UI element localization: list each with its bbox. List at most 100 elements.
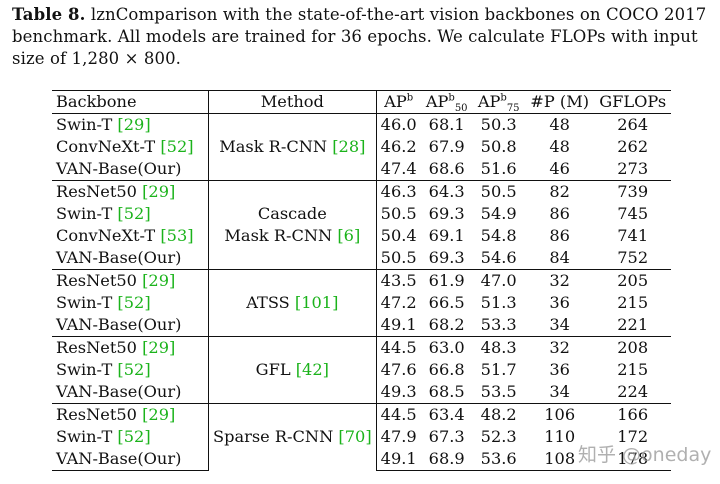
header-ap75: APb75: [472, 90, 525, 114]
citation-link[interactable]: [52]: [117, 293, 151, 312]
cell-gflops: 752: [617, 248, 649, 267]
citation-link[interactable]: [101]: [294, 293, 339, 312]
cell-backbone: Swin-T [52]: [52, 292, 209, 314]
header-ap: APb: [376, 90, 421, 114]
method-name: GFL: [255, 360, 291, 379]
cell-ap75: 48.3: [472, 336, 525, 359]
backbone-name: VAN-Base(Our): [56, 382, 182, 401]
citation-link[interactable]: [70]: [338, 427, 372, 447]
citation-link[interactable]: [52]: [117, 204, 151, 223]
citation-link[interactable]: [29]: [142, 405, 176, 424]
table-row: ConvNeXt-T [52] 46.2 67.9 50.8 48 262: [52, 136, 671, 158]
cell-ap75: 54.6: [480, 248, 517, 267]
citation-link[interactable]: [42]: [295, 360, 329, 379]
cell-ap: 47.2: [380, 293, 417, 312]
table-row: VAN-Base(Our) 49.3 68.5 53.5 34 224: [52, 381, 671, 404]
cell-params: 106: [524, 403, 595, 426]
cell-ap75: 50.5: [472, 180, 525, 203]
cell-ap75: 50.8: [480, 137, 517, 156]
cell-ap50: 67.9: [428, 137, 465, 156]
table-row: VAN-Base(Our) 49.1 68.2 53.3 34 221: [52, 314, 671, 337]
cell-params: 46: [549, 159, 570, 178]
cell-method: GFL [42]: [208, 336, 377, 404]
table-row: ResNet50 [29] ATSS [101] 43.5 61.9 47.0 32 205: [52, 269, 671, 337]
cell-ap75: 51.6: [480, 159, 517, 178]
citation-link[interactable]: [28]: [332, 137, 366, 156]
cell-ap: 47.6: [380, 360, 417, 379]
cell-ap: 43.5: [376, 269, 421, 292]
cell-backbone: ResNet50 [29]: [52, 180, 209, 203]
cell-backbone: VAN-Base(Our): [52, 381, 209, 404]
cell-method: Cascade Mask R-CNN [6]: [208, 180, 377, 270]
backbone-name: Swin-T: [56, 427, 113, 446]
cell-backbone: Swin-T [52]: [52, 203, 209, 225]
cell-ap75: 52.3: [480, 427, 517, 446]
table-row: Swin-T [52] 47.9 67.3 52.3 110 172: [52, 426, 671, 448]
citation-link[interactable]: [52]: [117, 360, 151, 379]
cell-ap75: 50.3: [472, 113, 525, 136]
cell-backbone: VAN-Base(Our): [52, 247, 209, 270]
cell-gflops: 208: [594, 336, 671, 359]
cell-ap50: 68.9: [420, 448, 473, 471]
citation-link[interactable]: [52]: [117, 427, 151, 446]
cell-params: 84: [549, 248, 570, 267]
cell-ap: 46.0: [376, 113, 421, 136]
table-row: ResNet50 [29] Cascade Mask R-CNN [6] 46.3 64…: [52, 180, 671, 270]
cell-params: 32: [524, 269, 595, 292]
citation-link[interactable]: [29]: [142, 271, 176, 290]
cell-ap: 49.3: [380, 382, 417, 401]
cell-ap75: 54.8: [480, 226, 517, 245]
cell-ap50: 66.8: [428, 360, 465, 379]
cell-backbone: VAN-Base(Our): [52, 314, 209, 337]
citation-link[interactable]: [6]: [337, 226, 361, 245]
cell-ap: 49.1: [376, 448, 421, 471]
backbone-name: Swin-T: [56, 115, 113, 134]
table-row: Swin-T [52] 47.2 66.5 51.3 36 215: [52, 292, 671, 314]
cell-method: ATSS [101]: [208, 269, 377, 337]
cell-gflops: 741: [617, 226, 649, 245]
backbone-name: Swin-T: [56, 360, 113, 379]
method-name-line2: Mask R-CNN: [224, 226, 333, 245]
cell-method: Sparse R-CNN [70]: [208, 403, 377, 471]
cell-params: 110: [544, 427, 576, 446]
cell-ap: 50.5: [380, 204, 417, 223]
cell-ap50: 63.4: [420, 403, 473, 426]
cell-params: 48: [549, 137, 570, 156]
cell-params: 86: [549, 204, 570, 223]
backbone-name: ResNet50: [56, 182, 137, 201]
backbone-name: VAN-Base(Our): [56, 159, 182, 178]
citation-link[interactable]: [29]: [117, 115, 151, 134]
backbone-name: ResNet50: [56, 338, 137, 357]
cell-params: 34: [549, 315, 570, 334]
cell-ap75: 53.3: [480, 315, 517, 334]
cell-ap75: 47.0: [472, 269, 525, 292]
cell-backbone: VAN-Base(Our): [52, 158, 209, 181]
cell-ap: 44.5: [376, 336, 421, 359]
cell-gflops: 224: [617, 382, 649, 401]
table-row: VAN-Base(Our) 49.1 68.9 53.6 108 178: [52, 448, 671, 471]
cell-params: 34: [549, 382, 570, 401]
cell-gflops: 172: [617, 427, 649, 446]
table-body: Swin-T [29] Mask R-CNN [28] 46.0 68.1 50.3 48…: [52, 113, 671, 471]
backbone-name: VAN-Base(Our): [56, 449, 182, 468]
cell-params: 108: [524, 448, 595, 471]
citation-link[interactable]: [53]: [160, 226, 194, 245]
citation-link[interactable]: [29]: [142, 338, 176, 357]
table-row: VAN-Base(Our) 50.5 69.3 54.6 84 752: [52, 247, 671, 270]
cell-ap75: 54.9: [480, 204, 517, 223]
citation-link[interactable]: [52]: [160, 137, 194, 156]
cell-backbone: ConvNeXt-T [53]: [52, 225, 209, 247]
method-name: Cascade: [257, 204, 327, 223]
cell-backbone: Swin-T [52]: [52, 426, 209, 448]
backbone-name: VAN-Base(Our): [56, 315, 182, 334]
backbone-name: ConvNeXt-T: [56, 226, 156, 245]
cell-ap50: 68.6: [428, 159, 465, 178]
cell-ap75: 51.3: [480, 293, 517, 312]
method-name: ATSS: [246, 293, 290, 312]
table-row: Swin-T [29] Mask R-CNN [28] 46.0 68.1 50.3 48…: [52, 113, 671, 181]
cell-backbone: ResNet50 [29]: [52, 269, 209, 292]
cell-ap50: 63.0: [420, 336, 473, 359]
cell-gflops: 166: [594, 403, 671, 426]
citation-link[interactable]: [29]: [142, 182, 176, 201]
cell-ap: 47.9: [380, 427, 417, 446]
